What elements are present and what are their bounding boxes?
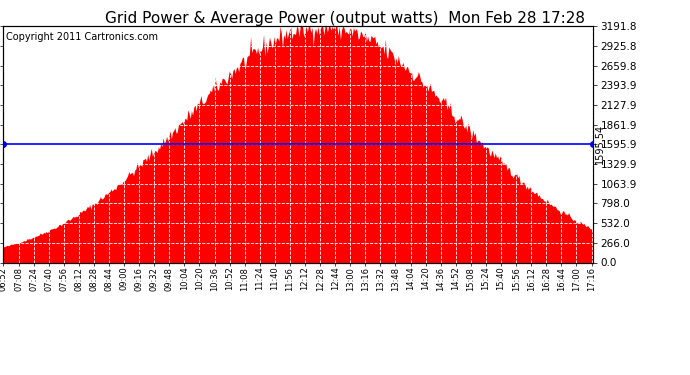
Text: Grid Power & Average Power (output watts)  Mon Feb 28 17:28: Grid Power & Average Power (output watts…: [105, 11, 585, 26]
Text: 1595.54: 1595.54: [595, 124, 604, 165]
Text: 1595.54: 1595.54: [0, 124, 2, 165]
Text: Copyright 2011 Cartronics.com: Copyright 2011 Cartronics.com: [6, 32, 159, 42]
